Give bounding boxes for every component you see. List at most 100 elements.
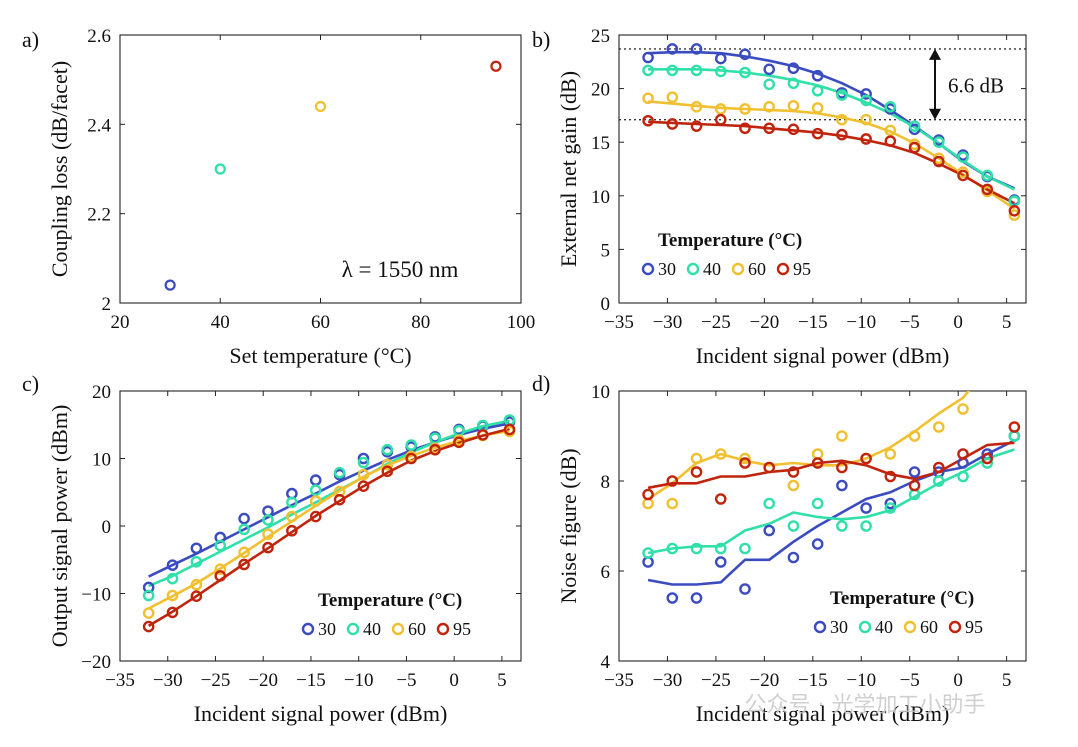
data-point-40 [357,456,370,469]
data-point-40 [286,496,298,509]
data-point-60 [957,403,969,415]
data-point-30 [836,479,848,492]
data-point-30 [309,474,322,486]
legend-label-30: 30 [830,617,848,637]
y-tick-label: 8 [601,472,611,493]
data-point-40 [811,84,824,97]
x-tick-label: 60 [311,312,330,333]
data-point-30 [884,497,897,510]
data-point-95 [142,620,155,633]
plot-frame [618,34,1027,304]
x-axis-label: Set temperature (°C) [229,343,411,368]
data-point-95 [453,436,465,449]
x-tick-label: 5 [1002,312,1012,333]
data-point-60 [714,448,727,460]
data-point-30 [166,559,179,571]
panel-letter: b) [532,27,550,52]
arrow-head-down [929,108,941,120]
plot-area [619,43,1026,221]
data-point-40 [739,542,751,555]
data-point-95 [739,122,751,135]
data-point-40 [787,77,800,90]
data-point-60 [381,458,394,471]
data-point-60 [836,430,848,442]
x-tick-label: 100 [507,312,536,333]
data-point-95 [429,443,441,456]
y-axis-label: Coupling loss (dB/facet) [47,61,72,277]
data-point-40 [860,94,872,107]
data-point-60 [238,546,250,559]
wavelength-annotation: λ = 1550 nm [342,257,459,282]
data-point-30 [787,62,800,75]
y-axis-label: External net gain (dB) [556,71,581,267]
legend-label-30: 30 [658,259,676,279]
data-point-60 [932,421,945,433]
x-tick-label: −10 [344,670,374,691]
x-axis-label: Incident signal power (dBm) [194,701,448,726]
x-tick-label: 0 [449,670,459,691]
x-tick-label: 0 [953,312,963,333]
data-point-40 [238,523,250,536]
x-tick-label: −20 [248,670,278,691]
data-point-95 [690,466,703,478]
legend-label-95: 95 [965,617,983,637]
data-point-30 [238,512,250,525]
data-point-95 [357,480,370,492]
data-point-40 [214,163,226,175]
x-tick-label: −25 [701,312,731,333]
data-point-40 [690,64,703,77]
data-point-30 [714,52,727,65]
data-point-40 [836,520,848,532]
data-point-30 [714,556,727,568]
panel-d: −35 −30 −25 −20 −15 −10 −5 0 5 4 6 8 10 Incident sign… [532,371,1027,726]
data-point-95 [739,457,751,469]
panel-letter: a) [22,27,39,52]
legend-label-30: 30 [318,619,336,639]
data-point-30 [763,63,776,76]
data-point-30 [690,43,703,55]
fit-line-60 [148,429,510,610]
legend-marker-30 [301,622,315,636]
y-tick-label: 2.4 [87,115,111,136]
data-point-40 [932,136,945,148]
data-point-95 [714,113,727,126]
legend: Temperature (°C) 30 40 60 95 [301,590,471,639]
y-tick-label: 20 [92,382,111,403]
data-point-95 [908,479,921,492]
x-tick-label: 20 [111,312,130,333]
fit-line-95 [648,120,1015,205]
data-point-60 [357,468,370,481]
data-point-40 [714,542,727,555]
watermark: 公众号 · 光学加工小助手 [745,693,986,718]
x-tick-label: −35 [105,670,135,691]
data-point-95 [811,127,824,140]
data-point-95 [787,466,800,478]
x-tick-label: −10 [846,670,876,691]
data-point-40 [690,542,703,555]
data-point-40 [142,589,155,602]
x-tick-label: 0 [953,670,963,691]
data-point-30 [164,279,176,291]
x-tick-label: −30 [153,670,183,691]
data-point-30 [642,51,654,64]
x-tick-label: −35 [604,670,634,691]
legend-marker-30 [813,620,827,634]
legend: Temperature (°C) 30 40 60 95 [813,588,983,637]
x-tick-label: −5 [900,312,920,333]
data-point-30 [860,88,872,100]
data-point-40 [190,555,203,568]
data-point-95 [1008,421,1021,433]
data-point-95 [1008,205,1021,217]
data-point-40 [642,547,654,559]
y-tick-label: 15 [591,133,610,154]
data-point-60 [787,99,800,112]
y-tick-label: 0 [102,517,112,538]
data-point-40 [214,539,227,552]
data-point-40 [763,78,776,91]
data-point-60 [884,124,897,137]
legend-label-95: 95 [453,619,471,639]
data-point-40 [981,457,994,469]
legend-label-40: 40 [875,617,893,637]
data-point-95 [642,114,654,127]
